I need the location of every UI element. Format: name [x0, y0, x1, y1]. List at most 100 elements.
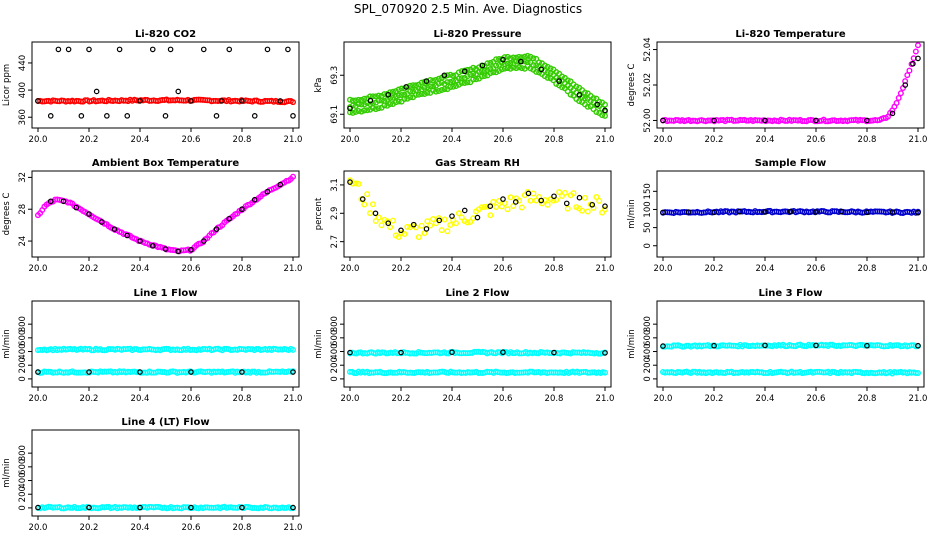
data-point	[736, 208, 743, 215]
panel-8: Line 2 Flow ml/min 20.0 20.2 20.4 20.6 20.8 21.…	[314, 288, 614, 404]
y-axis-label: Licor ppm	[2, 64, 12, 106]
series-2	[347, 179, 608, 234]
y-tick-label: 600	[18, 459, 28, 475]
x-tick-label: 20.6	[807, 264, 826, 274]
x-tick-label: 20.0	[654, 135, 673, 145]
data-point	[352, 180, 359, 187]
data-point	[551, 193, 557, 200]
data-point	[444, 79, 451, 86]
x-tick-label: 21.0	[284, 135, 303, 145]
x-tick-label: 20.6	[807, 394, 826, 404]
series-2	[347, 56, 608, 114]
y-tick-label: 2.7	[330, 235, 340, 249]
data-point	[711, 117, 717, 124]
data-point	[470, 76, 477, 83]
panel-3: Li-820 Temperature degrees C 20.0 20.2 20.4 2…	[627, 29, 927, 145]
data-point	[478, 73, 485, 80]
data-point	[556, 189, 563, 196]
data-point	[478, 204, 485, 211]
data-point	[541, 197, 548, 204]
panel-title: Ambient Box Temperature	[92, 158, 239, 169]
data-point	[35, 504, 41, 511]
x-tick-label: 20.4	[131, 264, 150, 274]
data-point	[375, 105, 382, 112]
data-point	[864, 117, 870, 124]
y-tick-label: 600	[18, 330, 28, 346]
data-point	[347, 349, 353, 356]
data-point	[570, 190, 577, 197]
data-point	[897, 90, 904, 97]
panel-1: Li-820 CO2 Licor ppm 20.0 20.2 20.4 20.6 20.8 2…	[2, 29, 302, 145]
data-point	[389, 94, 396, 101]
data-point	[915, 55, 921, 62]
data-point	[602, 203, 608, 210]
data-point	[86, 46, 92, 53]
data-point	[430, 87, 437, 94]
data-point	[449, 349, 455, 356]
data-point	[447, 221, 454, 228]
data-point	[493, 203, 500, 210]
data-point	[904, 72, 911, 79]
data-point	[449, 213, 455, 219]
x-tick-label: 20.2	[705, 264, 724, 274]
data-point	[264, 188, 271, 195]
data-point	[389, 217, 396, 224]
y-tick-label: 0	[18, 376, 28, 381]
y-tick-label: 52.00	[643, 108, 653, 132]
x-tick-label: 20.6	[182, 264, 201, 274]
x-tick-label: 20.6	[494, 264, 513, 274]
x-tick-label: 20.0	[29, 523, 48, 533]
data-point	[424, 89, 431, 96]
x-tick-label: 21.0	[596, 135, 615, 145]
plot-frame	[31, 429, 300, 517]
data-point	[461, 207, 468, 214]
x-tick-label: 20.6	[182, 135, 201, 145]
data-point	[213, 226, 220, 232]
y-axis-label: ml/min	[2, 329, 12, 359]
data-point	[507, 55, 514, 62]
data-point	[349, 97, 356, 104]
x-tick-label: 20.0	[341, 135, 360, 145]
data-point	[392, 99, 399, 106]
data-point	[361, 107, 368, 114]
data-point	[527, 197, 534, 204]
data-point	[478, 67, 485, 74]
x-tick-label: 20.0	[29, 264, 48, 274]
plot-frame	[31, 41, 300, 129]
y-tick-label: 360	[18, 109, 28, 125]
data-point	[576, 194, 583, 201]
y-tick-label: 50	[643, 222, 653, 233]
data-point	[65, 46, 72, 53]
x-tick-label: 20.8	[233, 264, 252, 274]
data-point	[467, 218, 474, 225]
data-point	[438, 227, 445, 234]
data-point	[660, 117, 666, 124]
y-tick-label: 800	[18, 316, 28, 332]
y-tick-label: 52.02	[643, 73, 653, 97]
data-point	[369, 201, 376, 208]
data-point	[813, 342, 819, 349]
data-point	[516, 64, 523, 71]
data-point	[251, 113, 258, 119]
x-tick-label: 20.0	[341, 394, 360, 404]
data-point	[512, 199, 519, 205]
data-point	[510, 54, 517, 61]
data-point	[461, 218, 468, 225]
data-point	[435, 215, 442, 222]
y-tick-label: 800	[18, 445, 28, 461]
data-point	[581, 95, 588, 102]
data-point	[395, 98, 402, 105]
data-point	[461, 68, 468, 75]
data-point	[436, 217, 443, 224]
data-point	[487, 59, 494, 66]
data-point	[527, 65, 534, 72]
data-point	[513, 65, 520, 72]
x-tick-label: 20.8	[858, 135, 877, 145]
data-point	[367, 101, 374, 108]
data-point	[364, 107, 371, 114]
series-1	[35, 173, 297, 255]
data-point	[137, 369, 143, 375]
data-point	[544, 69, 551, 76]
data-point	[547, 65, 554, 72]
